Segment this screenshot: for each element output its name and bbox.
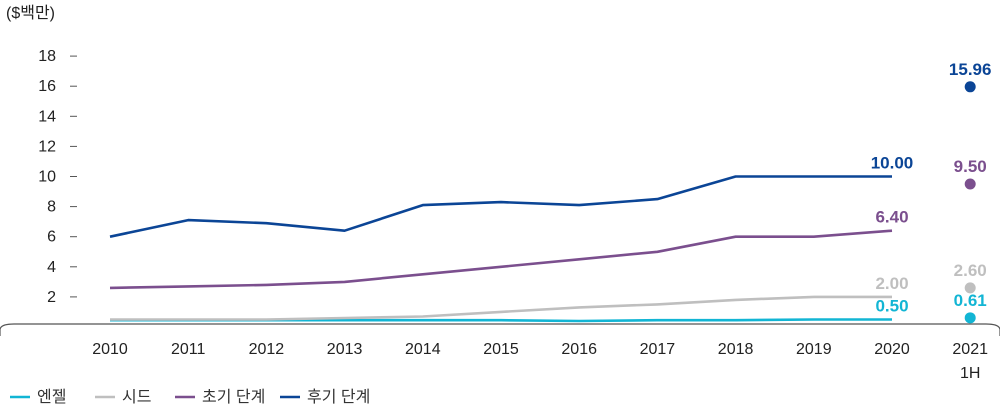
point-2021 (964, 312, 976, 324)
x-tick-label: 2013 (327, 341, 363, 358)
y-tick-label: 4 (47, 259, 56, 276)
point-2021 (964, 81, 976, 93)
x-axis-ticks: 2010 2011 2012 2013 2014 2015 2016 2017 2018 2019… (92, 341, 988, 382)
plot-baseline-frame (0, 323, 1000, 336)
y-tick-label: 16 (38, 78, 56, 95)
point-2021-label: 2.60 (954, 261, 987, 280)
point-2021-label: 0.61 (954, 291, 987, 310)
y-tick-label: 18 (38, 48, 56, 65)
legend-label: 초기 단계 (202, 388, 265, 406)
data-labels: 0.50 0.61 2.00 2.60 6.40 9.50 10.00 15.96 (871, 60, 992, 316)
x-tick-label: 2010 (92, 341, 128, 358)
y-tick-label: 12 (38, 138, 56, 155)
x-tick-label: 2019 (796, 341, 832, 358)
x-tick-label-2021: 2021 (952, 341, 988, 358)
x-tick-label: 2016 (561, 341, 597, 358)
y-tick-label: 10 (38, 169, 56, 186)
x-tick-label: 2018 (718, 341, 754, 358)
end-value-label: 0.50 (875, 296, 908, 315)
x-tick-label-1h: 1H (960, 365, 980, 382)
point-2021 (964, 282, 976, 294)
x-tick-label: 2012 (249, 341, 285, 358)
x-tick-label: 2014 (405, 341, 441, 358)
end-value-label: 2.00 (875, 274, 908, 293)
end-value-label: 10.00 (871, 154, 914, 173)
x-tick-label: 2020 (874, 341, 910, 358)
point-2021 (964, 178, 976, 190)
point-2021-label: 9.50 (954, 157, 987, 176)
y-axis-ticks: 2 4 6 8 10 12 14 16 18 (38, 48, 77, 306)
x-tick-label: 2017 (640, 341, 676, 358)
series-lines (109, 175, 893, 323)
series-line (109, 229, 893, 290)
x-tick-label: 2015 (483, 341, 519, 358)
y-tick-label: 6 (47, 229, 56, 246)
y-tick-label: 2 (47, 289, 56, 306)
legend-label: 시드 (122, 389, 151, 406)
series-line (109, 175, 892, 238)
series-line (110, 295, 892, 321)
legend-label: 엔젤 (37, 388, 66, 406)
end-value-label: 6.40 (875, 208, 908, 227)
y-tick-label: 8 (47, 199, 56, 216)
x-tick-label: 2011 (171, 341, 206, 358)
points-2021 (964, 81, 976, 324)
legend: 엔젤 시드 초기 단계 후기 단계 (10, 388, 370, 406)
y-axis-unit-label: ($백만) (6, 4, 55, 22)
point-2021-label: 15.96 (949, 60, 992, 79)
legend-label: 후기 단계 (307, 388, 370, 406)
y-tick-label: 14 (38, 108, 56, 125)
